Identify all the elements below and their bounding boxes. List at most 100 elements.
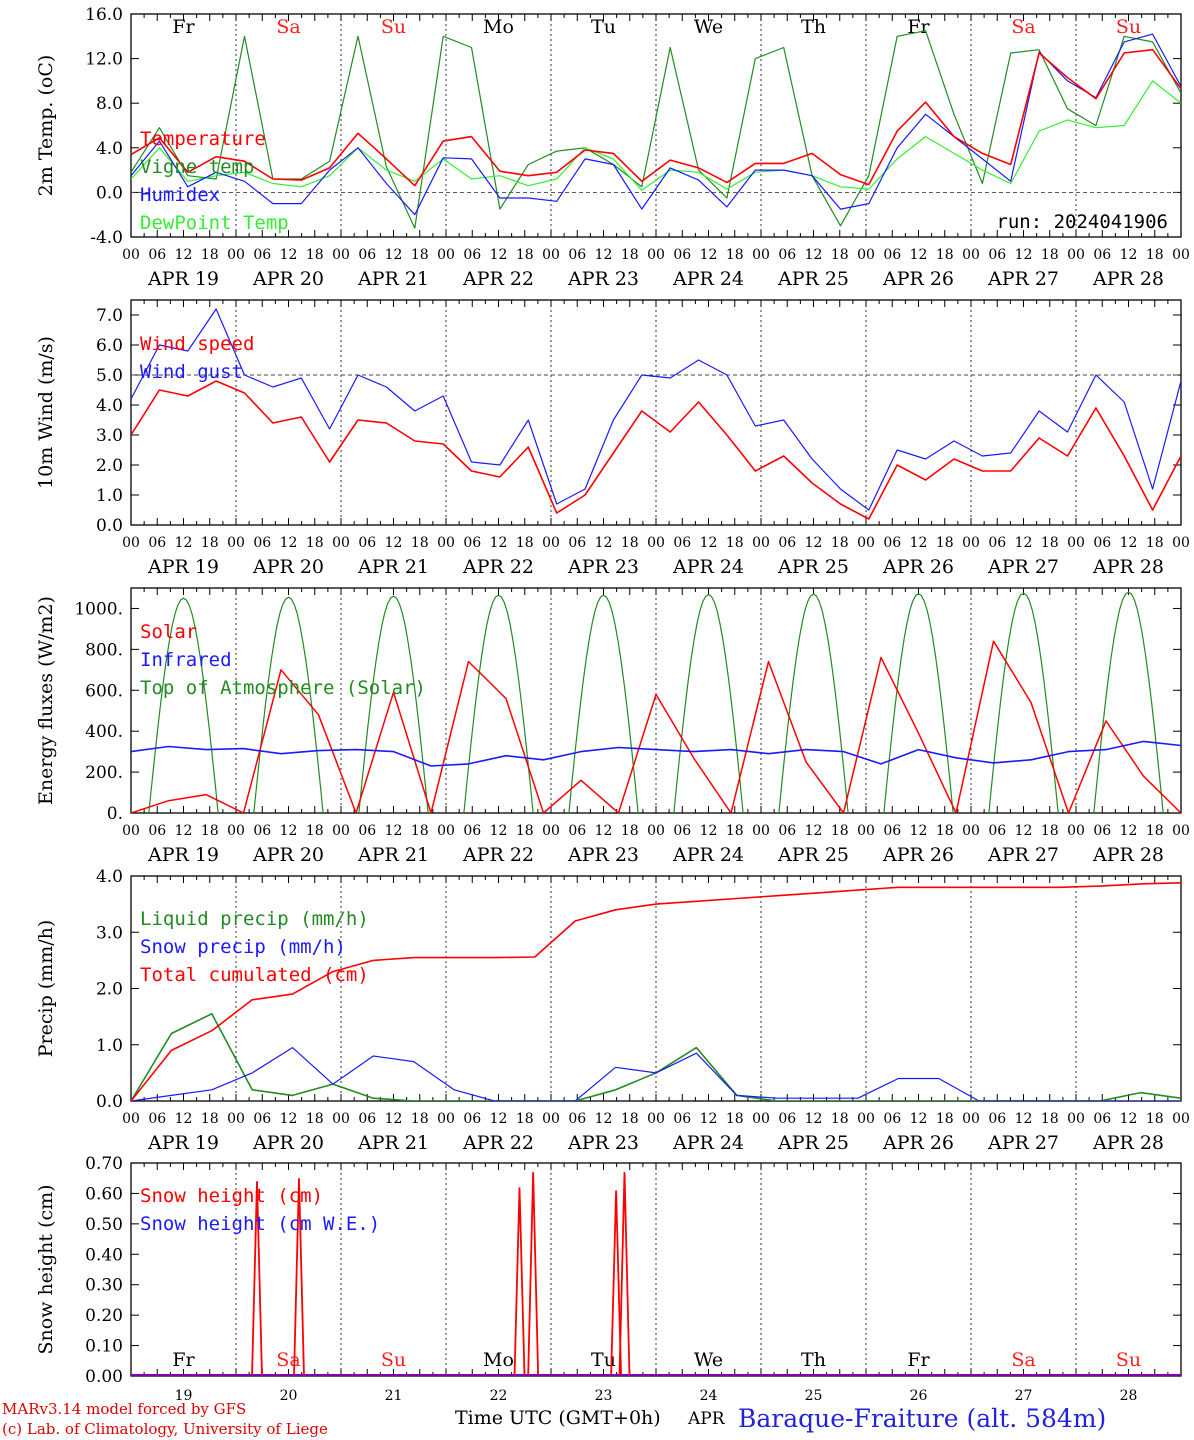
series-layer [131, 591, 1181, 813]
day-number-label: 28 [1120, 1388, 1138, 1404]
hour-label: 18 [726, 247, 744, 263]
hour-label: 00 [1172, 1111, 1190, 1127]
hour-label: 00 [542, 247, 560, 263]
hour-label: 18 [1146, 247, 1164, 263]
date-label: APR 26 [882, 1132, 954, 1154]
hour-label: 12 [280, 823, 298, 839]
date-label: APR 19 [147, 556, 219, 578]
hour-label: 18 [516, 247, 534, 263]
footer-axis-title: Time UTC (GMT+0h) [455, 1407, 661, 1429]
hour-label: 00 [437, 1111, 455, 1127]
hour-label: 18 [1041, 1111, 1059, 1127]
y-tick-label: 4.0 [96, 139, 123, 159]
hour-label: 00 [437, 535, 455, 551]
hour-label: 06 [358, 823, 376, 839]
hour-label: 12 [385, 1111, 403, 1127]
y-tick-label: 0.70 [85, 1154, 123, 1174]
snow-spike [251, 1181, 263, 1376]
hour-label: 12 [385, 247, 403, 263]
legend-entry: Snow precip (mm/h) [140, 936, 346, 958]
hour-label: 12 [280, 1111, 298, 1127]
day-name-label: Fr [172, 16, 195, 38]
hour-label: 00 [227, 247, 245, 263]
legend-entry: Humidex [140, 184, 220, 206]
date-label: APR 20 [252, 556, 324, 578]
y-tick-label: 0.60 [85, 1184, 123, 1204]
day-name-label: Mo [483, 16, 514, 38]
hour-label: 06 [148, 1111, 166, 1127]
legend-entry: Solar [140, 621, 197, 643]
hour-label: 12 [910, 535, 928, 551]
hour-label: 18 [1146, 823, 1164, 839]
y-tick-label: 3.0 [96, 923, 123, 943]
hour-label: 12 [280, 247, 298, 263]
date-label: APR 27 [987, 1132, 1059, 1154]
date-label: APR 22 [462, 1132, 534, 1154]
hour-label: 06 [883, 535, 901, 551]
hour-label: 00 [752, 535, 770, 551]
hour-label: 06 [148, 247, 166, 263]
series-layer [131, 882, 1181, 1101]
day-number-label: 19 [175, 1388, 193, 1404]
y-tick-label: 16.0 [85, 5, 123, 25]
hour-label: 06 [568, 535, 586, 551]
hour-label: 06 [568, 1111, 586, 1127]
series-humidex [131, 33, 1181, 216]
hour-label: 00 [752, 247, 770, 263]
y-tick-label: 7.0 [96, 306, 123, 326]
y-tick-label: 0.20 [85, 1306, 123, 1326]
date-label: APR 21 [357, 556, 429, 578]
y-tick-label: 0.30 [85, 1276, 123, 1296]
hour-label: 00 [857, 535, 875, 551]
series-solar [131, 640, 1181, 813]
date-label: APR 28 [1092, 844, 1164, 866]
y-tick-label: 0.50 [85, 1215, 123, 1235]
hour-label: 12 [1015, 535, 1033, 551]
date-label: APR 25 [777, 844, 849, 866]
date-label: APR 20 [252, 844, 324, 866]
day-name-label: We [694, 16, 723, 38]
date-label: APR 25 [777, 556, 849, 578]
day-name-label: Tu [591, 1349, 616, 1371]
series-total-cumulated-cm- [131, 882, 1181, 1101]
series-vigne-temp [131, 30, 1181, 229]
hour-label: 18 [516, 535, 534, 551]
hour-label: 12 [595, 535, 613, 551]
hour-label: 12 [595, 1111, 613, 1127]
footer-copyright: (c) Lab. of Climatology, University of L… [2, 1420, 328, 1438]
snow-spike [527, 1172, 540, 1376]
hour-label: 00 [122, 247, 140, 263]
y-tick-label: 200. [85, 763, 123, 783]
day-name-label: Sa [1011, 16, 1035, 38]
hour-label: 06 [988, 535, 1006, 551]
date-label: APR 27 [987, 844, 1059, 866]
hour-label: 18 [306, 823, 324, 839]
hour-label: 18 [621, 823, 639, 839]
hour-label: 06 [883, 1111, 901, 1127]
hour-label: 00 [857, 823, 875, 839]
hour-label: 12 [700, 247, 718, 263]
series-snow-precip-mm-h- [131, 1046, 1181, 1101]
date-label: APR 27 [987, 268, 1059, 290]
hour-label: 00 [332, 1111, 350, 1127]
y-tick-label: 600. [85, 681, 123, 701]
y-tick-label: 0.0 [96, 183, 123, 203]
panel-5: 0.70 0.60 0.50 0.40 0.30 0.20 0.10 0.00 Snow hei… [35, 1154, 1182, 1404]
hour-label: 06 [463, 247, 481, 263]
hour-label: 00 [122, 535, 140, 551]
hour-label: 06 [253, 535, 271, 551]
hour-label: 12 [805, 823, 823, 839]
hour-label: 18 [936, 247, 954, 263]
hour-label: 06 [673, 1111, 691, 1127]
day-name-label: Fr [907, 16, 930, 38]
hour-label: 00 [962, 535, 980, 551]
hour-label: 06 [673, 247, 691, 263]
day-number-label: 21 [385, 1388, 403, 1404]
day-name-label: Mo [483, 1349, 514, 1371]
date-label: APR 22 [462, 844, 534, 866]
hour-label: 06 [988, 247, 1006, 263]
hour-label: 00 [1172, 535, 1190, 551]
hour-label: 00 [1067, 1111, 1085, 1127]
hour-label: 12 [700, 1111, 718, 1127]
hour-label: 00 [752, 1111, 770, 1127]
